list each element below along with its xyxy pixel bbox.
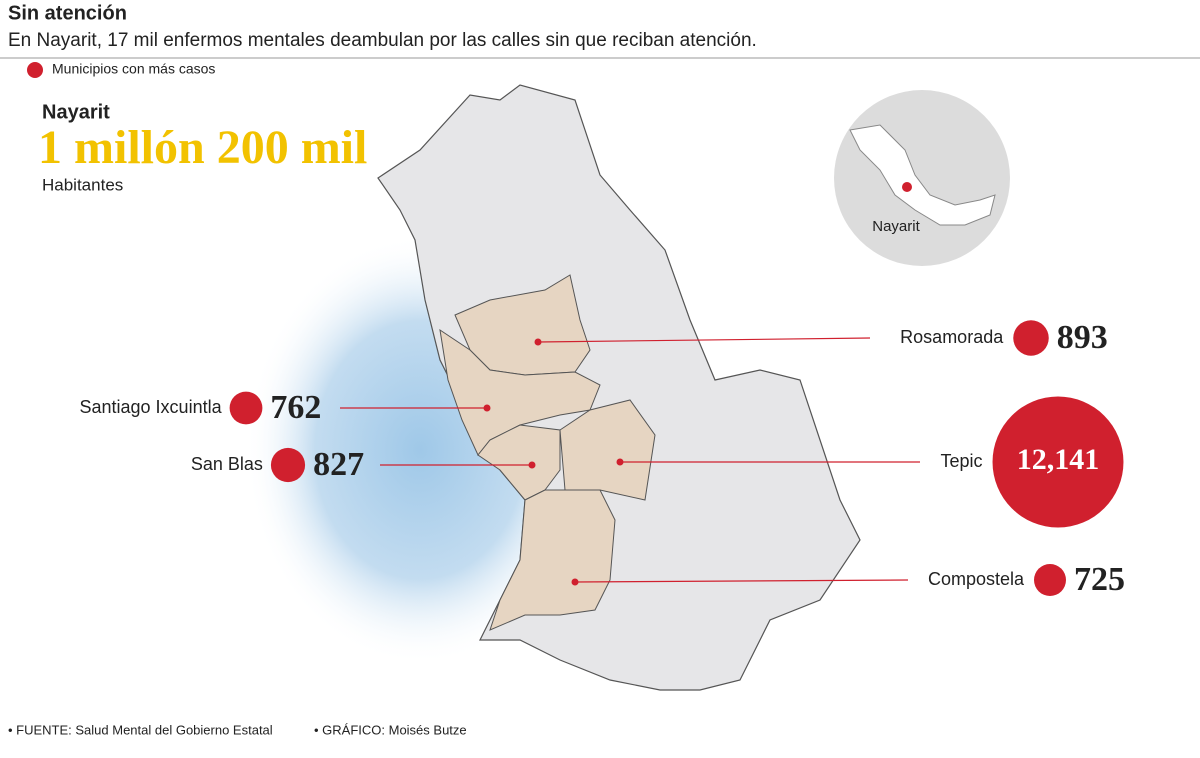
value-circle [270,447,306,483]
legend-label: Municipios con más casos [52,61,215,77]
value-circle [1034,564,1066,596]
leader-line [574,579,909,583]
state-name: Nayarit [42,101,110,123]
subtitle: En Nayarit, 17 mil enfermos mentales dea… [8,30,757,51]
municipality-value: 827 [313,446,364,483]
santiago-area [439,328,601,456]
population-value: 1 millón 200 mil [38,121,367,174]
municipality-value: 725 [1074,561,1125,598]
legend-dot [27,62,43,78]
municipality-value: 12,141 [1017,443,1100,476]
municipality-name: Compostela [928,569,1025,589]
map-point [528,461,536,469]
highlighted-municipalities [439,274,656,631]
municipality-name: Santiago Ixcuintla [80,397,223,417]
footer-credit: • GRÁFICO: Moisés Butze [314,722,467,737]
map-point [534,338,542,346]
municipality-name: Rosamorada [900,327,1004,347]
municipality-name: Tepic [940,451,982,471]
value-circle [992,396,1124,528]
map-point [483,404,491,412]
municipality-value: 893 [1057,319,1108,356]
map-point [571,578,579,586]
value-circle [1013,320,1049,356]
inset-circle [834,90,1010,266]
municipality-name: San Blas [191,454,263,474]
leader-line [537,337,871,343]
footer-source: • FUENTE: Salud Mental del Gobierno Esta… [8,722,273,737]
map-point [616,458,624,466]
value-circle [229,391,263,425]
title: Sin atención [8,2,127,24]
municipality-value: 762 [270,389,321,426]
sanblas-area [477,424,561,501]
population-caption: Habitantes [42,175,123,194]
compostela-area [489,489,616,631]
inset-mexico [849,124,996,226]
inset-label: Nayarit [872,218,920,235]
inset-marker [902,182,912,192]
